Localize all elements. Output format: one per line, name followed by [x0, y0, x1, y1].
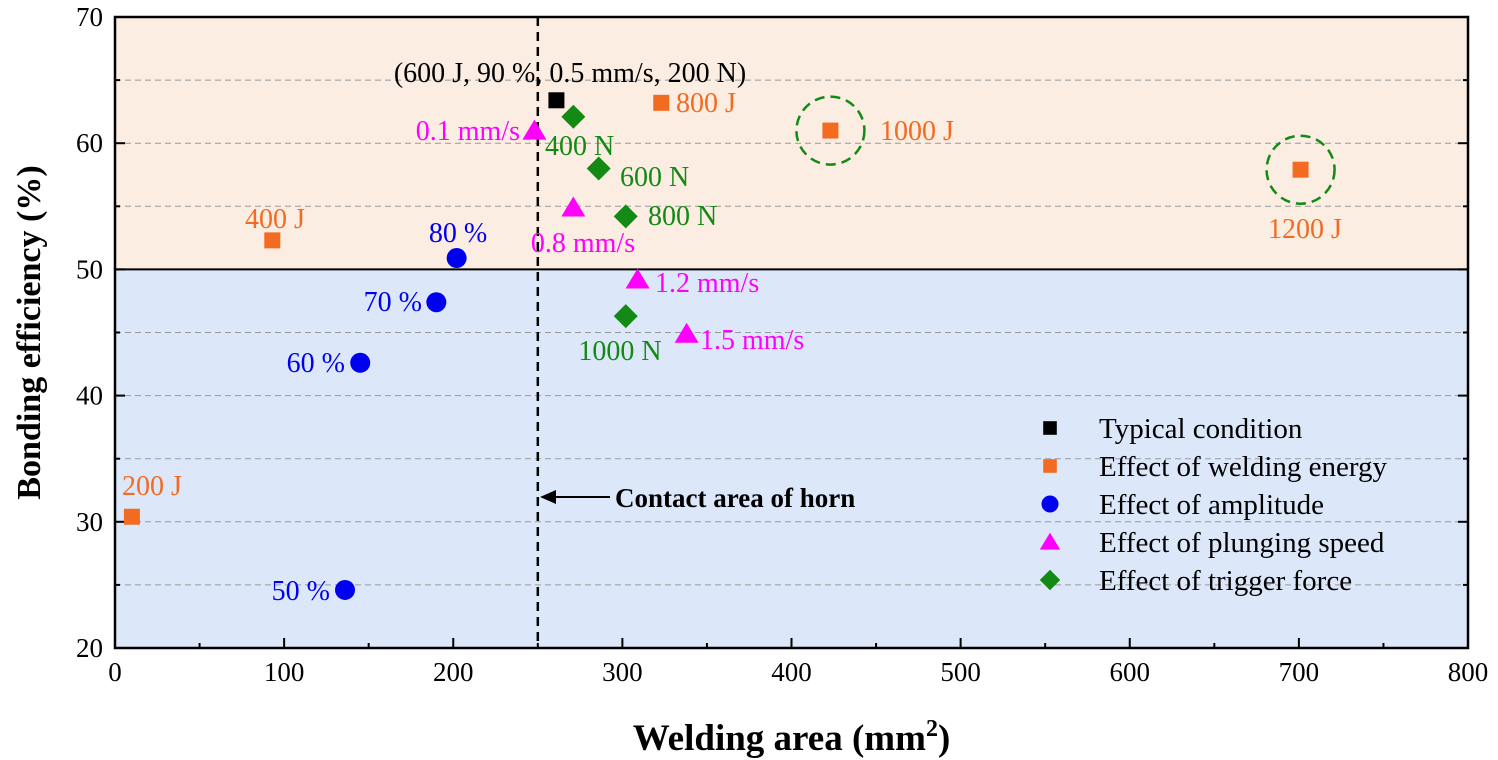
highlight-circle	[795, 95, 866, 166]
data-point-square	[548, 92, 565, 109]
legend-marker-square	[1043, 421, 1057, 435]
data-label: 800 N	[648, 201, 717, 232]
y-tick-label: 60	[76, 128, 103, 158]
x-axis-label-text: Welding area (mm	[633, 718, 926, 759]
data-point-triangle	[625, 268, 650, 289]
data-label: 1000 N	[578, 336, 661, 367]
x-tick-label: 100	[264, 657, 305, 687]
legend-label: Typical condition	[1099, 413, 1303, 445]
data-point-triangle	[561, 196, 586, 217]
legend-marker-triangle	[1039, 532, 1061, 550]
data-label: 200 J	[122, 471, 182, 502]
data-label: 1.2 mm/s	[655, 268, 759, 299]
data-point-square	[264, 232, 281, 249]
x-tick-label: 0	[108, 657, 122, 687]
y-tick-label: 70	[76, 2, 103, 32]
data-label: (600 J, 90 %, 0.5 mm/s, 200 N)	[394, 58, 746, 89]
data-label: 80 %	[429, 218, 487, 249]
legend-label: Effect of plunging speed	[1099, 527, 1385, 559]
data-label: 1.5 mm/s	[700, 325, 804, 356]
x-axis-label: Welding area (mm2)	[633, 716, 951, 759]
data-label: 1200 J	[1268, 214, 1342, 245]
x-tick-label: 200	[433, 657, 474, 687]
data-point-circle	[335, 579, 356, 600]
y-tick-label: 40	[76, 381, 103, 411]
data-point-square	[822, 122, 839, 139]
data-point-diamond	[586, 156, 611, 181]
data-point-circle	[446, 248, 467, 269]
data-label: 600 N	[620, 162, 689, 193]
legend-marker-circle	[1041, 495, 1059, 513]
data-label: 50 %	[272, 576, 330, 607]
x-axis-label-superscript: 2	[926, 716, 938, 742]
data-label: 0.1 mm/s	[416, 116, 520, 147]
y-axis-label: Bonding efficiency (%)	[11, 165, 48, 499]
y-tick-label: 30	[76, 507, 103, 537]
data-point-diamond	[613, 304, 638, 329]
data-label: 60 %	[287, 348, 345, 379]
x-tick-label: 400	[771, 657, 812, 687]
data-label: 1000 J	[880, 116, 954, 147]
legend-marker-square	[1043, 459, 1057, 473]
x-tick-label: 600	[1110, 657, 1151, 687]
data-point-triangle	[522, 119, 547, 140]
legend-label: Effect of welding energy	[1099, 451, 1388, 483]
y-tick-label: 50	[76, 254, 103, 284]
legend-label: Effect of amplitude	[1099, 489, 1324, 521]
data-label: 800 J	[676, 88, 736, 119]
data-point-square	[123, 508, 140, 525]
data-label: 0.8 mm/s	[531, 228, 635, 259]
x-tick-label: 700	[1279, 657, 1320, 687]
data-point-diamond	[561, 104, 586, 129]
data-point-square	[1292, 161, 1309, 178]
legend-marker-diamond	[1039, 569, 1061, 591]
reference-line-label: Contact area of horn	[615, 483, 855, 513]
data-point-circle	[426, 292, 447, 313]
data-point-circle	[350, 352, 371, 373]
data-label: 400 N	[545, 131, 614, 162]
y-tick-label: 20	[76, 633, 103, 663]
data-label: 400 J	[245, 204, 305, 235]
x-axis-label-end: )	[938, 718, 950, 759]
x-tick-label: 500	[940, 657, 981, 687]
data-point-square	[653, 94, 670, 111]
x-tick-label: 800	[1448, 657, 1489, 687]
data-label: 70 %	[364, 287, 422, 318]
legend-label: Effect of trigger force	[1099, 565, 1352, 597]
arrow-head-icon	[540, 490, 556, 504]
x-tick-label: 300	[602, 657, 643, 687]
data-point-triangle	[674, 322, 699, 343]
highlight-circle	[1265, 134, 1336, 205]
data-point-diamond	[613, 204, 638, 229]
